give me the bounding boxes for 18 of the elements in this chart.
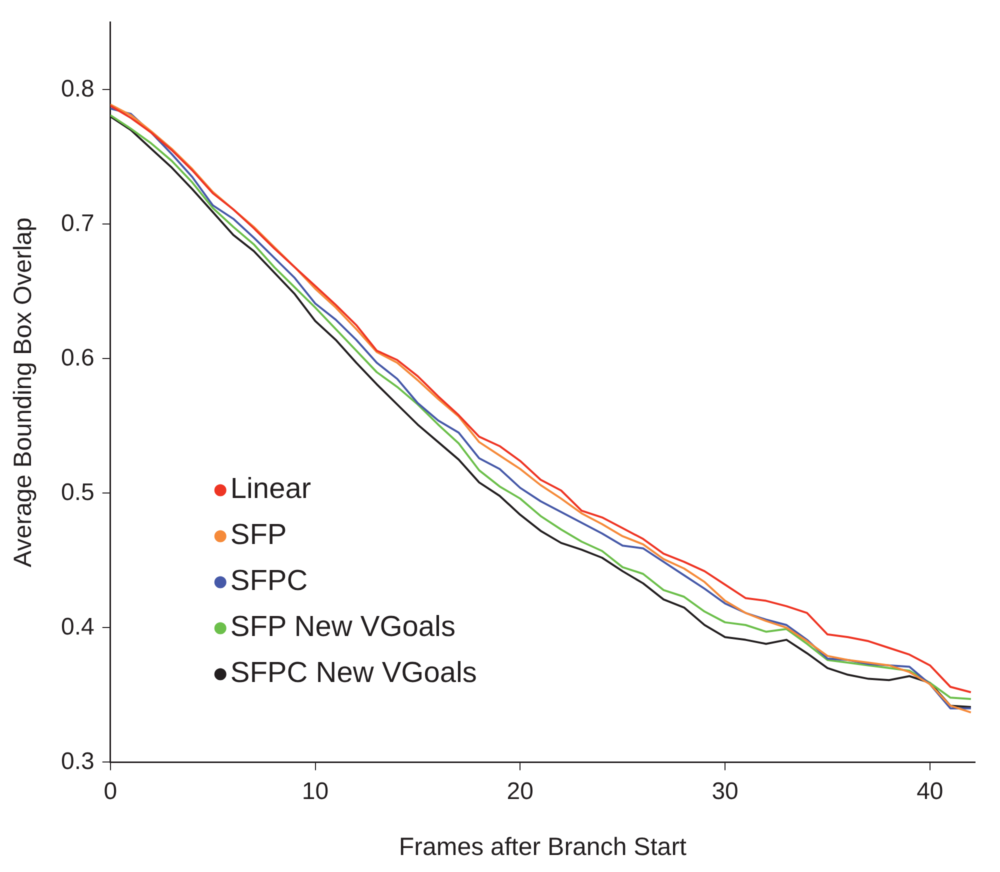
y-axis-title: Average Bounding Box Overlap bbox=[8, 217, 37, 568]
legend-label: SFP New VGoals bbox=[230, 611, 456, 644]
y-tick-label: 0.3 bbox=[60, 748, 94, 775]
y-tick-label: 0.5 bbox=[60, 478, 94, 506]
x-tick-label: 0 bbox=[104, 778, 118, 806]
y-tick-label: 0.7 bbox=[60, 210, 94, 237]
x-tick-label: 30 bbox=[712, 778, 738, 806]
legend-label: SFP bbox=[230, 519, 287, 552]
legend-label: Linear bbox=[230, 473, 312, 506]
x-tick-label: 20 bbox=[506, 778, 534, 806]
y-tick-label: 0.8 bbox=[60, 75, 94, 102]
x-tick-label: 40 bbox=[916, 778, 944, 806]
y-tick-label: 0.4 bbox=[60, 613, 94, 640]
x-tick-label: 10 bbox=[302, 778, 329, 806]
legend-label: SFPC New VGoals bbox=[230, 657, 477, 690]
y-tick-label: 0.6 bbox=[60, 344, 94, 372]
x-axis-title: Frames after Branch Start bbox=[398, 832, 687, 861]
legend-label: SFPC bbox=[230, 565, 308, 598]
